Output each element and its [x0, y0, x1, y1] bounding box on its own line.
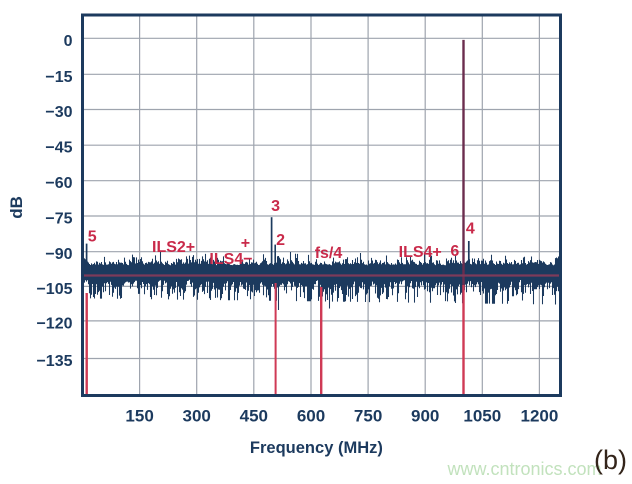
svg-text:600: 600: [297, 407, 325, 426]
svg-text:ILS4−: ILS4−: [209, 251, 252, 268]
svg-text:www.cntronics.com: www.cntronics.com: [447, 459, 602, 479]
svg-text:fs/4: fs/4: [315, 245, 343, 262]
svg-text:ILS2+: ILS2+: [152, 239, 195, 256]
svg-text:−105: −105: [36, 281, 72, 298]
svg-text:−60: −60: [45, 175, 72, 192]
svg-text:−75: −75: [45, 211, 72, 228]
svg-text:2: 2: [276, 232, 285, 249]
svg-text:+: +: [241, 235, 250, 252]
svg-text:450: 450: [240, 407, 268, 426]
svg-text:−30: −30: [45, 104, 72, 121]
svg-text:−90: −90: [45, 246, 72, 263]
svg-text:300: 300: [183, 407, 211, 426]
svg-text:ILS4+: ILS4+: [399, 244, 442, 261]
svg-text:1200: 1200: [520, 407, 558, 426]
svg-text:150: 150: [125, 407, 153, 426]
svg-text:Frequency (MHz): Frequency (MHz): [250, 439, 383, 457]
svg-text:−45: −45: [45, 140, 72, 157]
svg-text:6: 6: [450, 243, 459, 260]
svg-text:1050: 1050: [463, 407, 501, 426]
svg-text:4: 4: [466, 221, 475, 238]
svg-text:900: 900: [411, 407, 439, 426]
svg-text:0: 0: [64, 33, 73, 50]
svg-text:750: 750: [354, 407, 382, 426]
svg-text:−15: −15: [45, 69, 72, 86]
svg-text:−135: −135: [36, 353, 72, 370]
svg-text:dB: dB: [7, 196, 26, 219]
svg-text:(b): (b): [594, 445, 627, 475]
svg-text:5: 5: [88, 228, 97, 245]
svg-text:3: 3: [271, 198, 280, 215]
svg-text:−120: −120: [36, 315, 72, 332]
